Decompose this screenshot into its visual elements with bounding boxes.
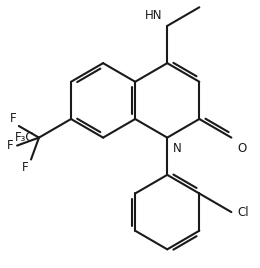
Text: N: N (172, 142, 181, 155)
Text: Cl: Cl (238, 206, 249, 219)
Text: F: F (10, 112, 17, 125)
Text: F₃C: F₃C (15, 131, 34, 144)
Text: O: O (238, 142, 247, 155)
Text: F: F (22, 161, 29, 173)
Text: HN: HN (145, 9, 162, 22)
Text: F: F (7, 139, 14, 152)
